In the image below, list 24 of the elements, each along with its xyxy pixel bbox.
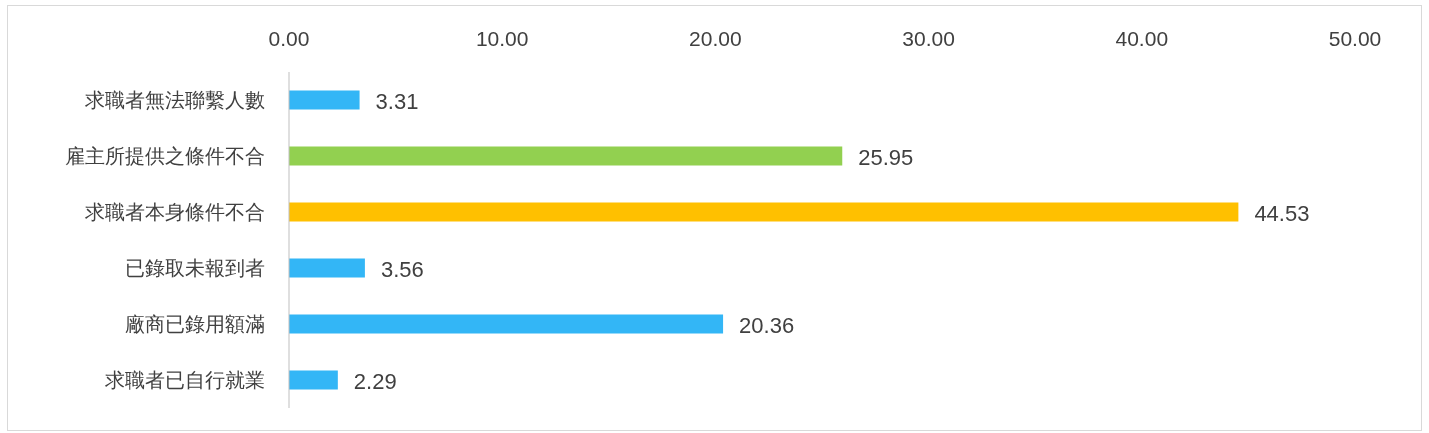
y-tick-label: 求職者已自行就業 [105,369,265,391]
bar [289,90,360,110]
bar [289,202,1239,222]
bar [289,146,843,166]
y-tick-label: 雇主所提供之條件不合 [65,145,265,167]
bar [289,314,724,334]
data-label: 20.36 [739,313,795,338]
data-label: 25.95 [858,145,914,170]
x-tick-label: 50.00 [1328,27,1382,50]
bar [289,258,365,278]
x-tick-label: 30.00 [902,27,955,50]
data-label: 3.56 [380,257,424,282]
data-label: 3.31 [375,89,419,114]
x-tick-label: 20.00 [689,27,742,50]
data-label: 2.29 [353,369,397,394]
y-tick-label: 廠商已錄用額滿 [125,313,265,335]
y-tick-label: 求職者無法聯繫人數 [85,89,265,111]
x-tick-label: 40.00 [1115,27,1169,50]
x-tick-label: 0.00 [268,27,310,50]
y-tick-label: 已錄取未報到者 [125,257,265,279]
y-tick-label: 求職者本身條件不合 [85,201,265,223]
data-label: 44.53 [1254,201,1310,226]
x-tick-label: 10.00 [475,27,529,50]
bar [289,370,338,390]
